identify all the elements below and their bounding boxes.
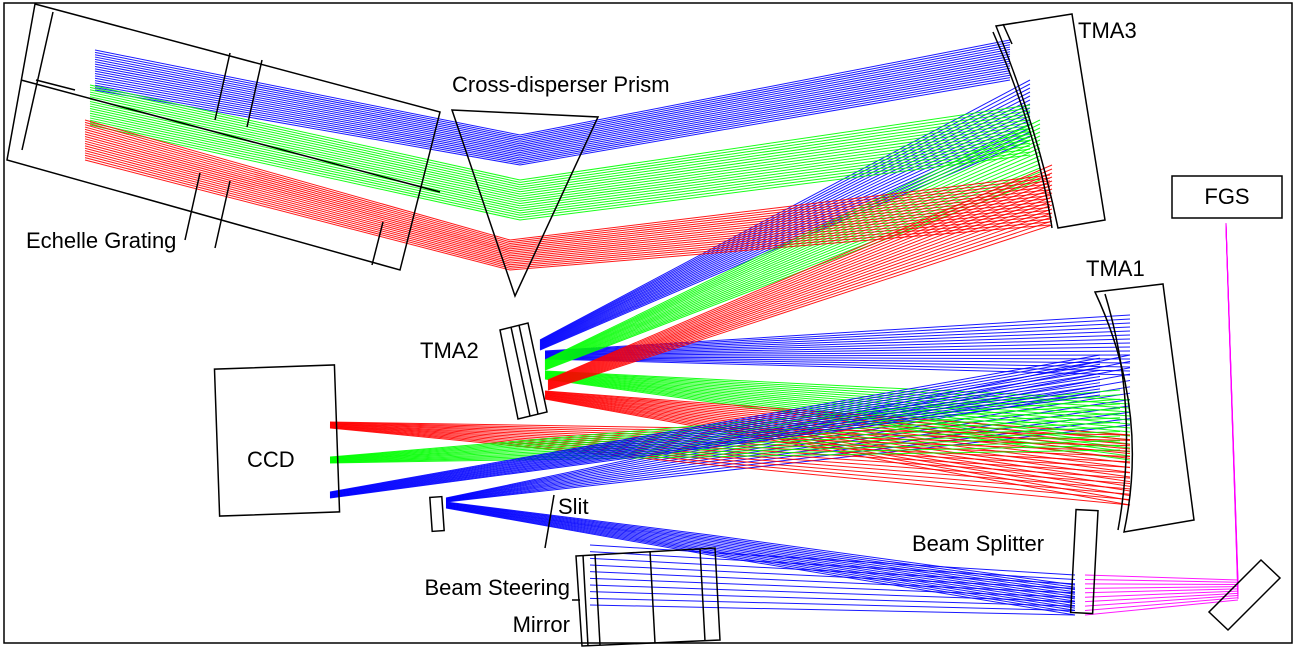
label-echelle-grating: Echelle Grating	[26, 228, 177, 253]
ray-tma1-ccd-red	[329, 421, 1131, 506]
fgs-box	[1171, 175, 1283, 219]
pickoff-mirror	[429, 495, 445, 533]
tma1-mirror	[1093, 283, 1195, 533]
ray-tma3-grating-blue	[94, 39, 1011, 166]
ray-steering-blue	[589, 544, 1076, 616]
label-tma1: TMA1	[1086, 256, 1145, 281]
cross-disperser-prism	[450, 109, 600, 299]
label-beam-steering-line2: Mirror	[512, 612, 570, 637]
ray-tma2-tma3-green	[544, 119, 1041, 371]
label-slit: Slit	[558, 494, 589, 519]
label-fgs: FGS	[1204, 184, 1250, 209]
slit-pointer	[544, 494, 555, 549]
fgs-fold-mirror	[1207, 558, 1282, 632]
label-cross-disperser-prism: Cross-disperser Prism	[452, 72, 670, 97]
ray-tma3-grating-green	[89, 84, 1031, 221]
label-tma2: TMA2	[420, 338, 479, 363]
ray-tma1-ccd-blue	[329, 354, 1101, 499]
beam-splitter	[1069, 508, 1099, 615]
tma3-mirror	[992, 13, 1106, 229]
echelle-grating	[6, 3, 441, 271]
ray-bundles	[84, 39, 1239, 616]
label-ccd: CCD	[247, 447, 295, 472]
ccd-detector	[213, 364, 341, 517]
label-tma3: TMA3	[1078, 18, 1137, 43]
beam-steering-mirror	[572, 547, 721, 647]
ray-fgs-magenta-v	[1225, 222, 1239, 600]
label-beam-splitter: Beam Splitter	[912, 531, 1045, 556]
tma2-mirror	[499, 322, 548, 420]
ray-fgs-magenta-h	[1084, 574, 1239, 616]
label-beam-steering-line1: Beam Steering	[424, 575, 570, 600]
